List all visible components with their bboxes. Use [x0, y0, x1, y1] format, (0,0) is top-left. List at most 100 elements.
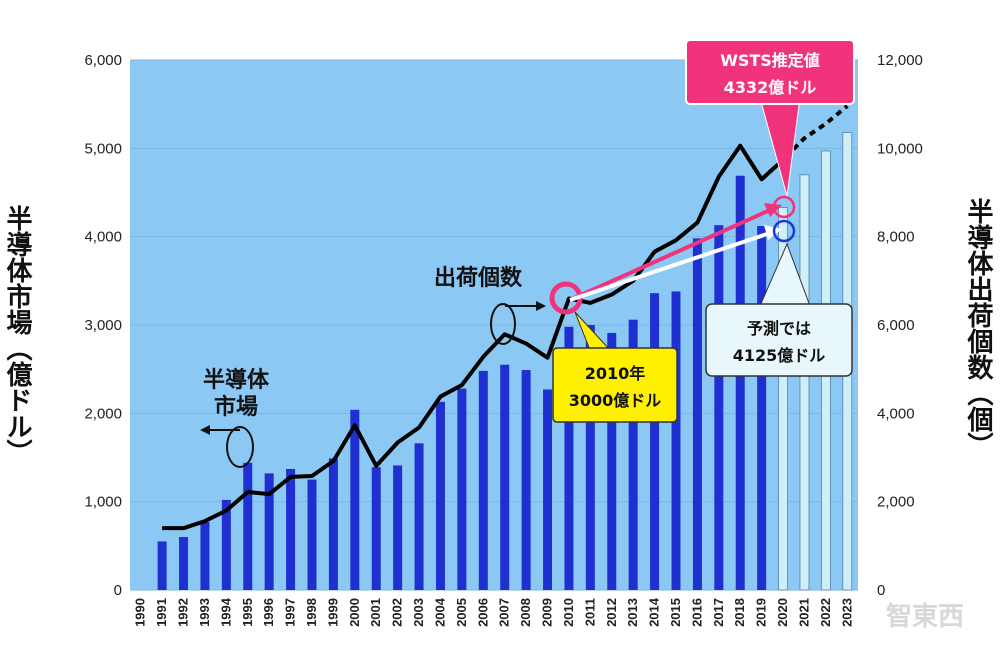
box-2010-line2: 3000億ドル	[569, 391, 662, 410]
bar-2018	[735, 175, 745, 590]
shipments-label-ellipse	[490, 303, 516, 345]
box-wsts	[685, 39, 855, 105]
x-tick-label: 2003	[411, 598, 426, 627]
x-tick-label: 2017	[711, 598, 726, 627]
bar-2003	[414, 443, 424, 590]
shipments-line-forecast	[760, 104, 849, 181]
x-tick-label: 1990	[133, 598, 148, 627]
bar-2016	[692, 238, 702, 590]
left-tick-label: 0	[114, 582, 122, 599]
bar-1994	[221, 499, 231, 590]
shipments-line	[162, 104, 849, 531]
left-tick-label: 2,000	[84, 405, 122, 422]
left-tick-label: 4,000	[84, 229, 122, 246]
shipments-label-arrowhead	[536, 301, 546, 311]
market-label-ellipse	[226, 426, 254, 468]
right-axis-label: 半導体出荷個数（個）	[963, 198, 993, 458]
right-tick-label: 0	[877, 582, 885, 599]
box-forecast-line1: 予測では	[747, 319, 811, 338]
bar-2020	[778, 207, 788, 591]
box-wsts-line1: WSTS推定値	[720, 51, 820, 70]
x-tick-label: 1997	[283, 598, 298, 627]
bar-1995	[243, 462, 253, 590]
watermark: 智東西	[886, 602, 964, 632]
bar-2010	[564, 326, 574, 590]
left-tick-label: 5,000	[84, 140, 122, 157]
shipments-line-solid	[162, 143, 785, 531]
bar-1997	[286, 468, 296, 590]
x-tick-label: 2022	[818, 598, 833, 627]
x-tick-label: 2000	[347, 598, 362, 627]
right-tick-label: 8,000	[877, 229, 915, 246]
x-tick-label: 1991	[154, 598, 169, 627]
bar-2021	[799, 174, 810, 591]
x-tick-label: 2021	[796, 598, 811, 627]
x-tick-label: 2013	[625, 598, 640, 627]
x-tick-label: 2006	[475, 598, 490, 627]
x-tick-label: 2016	[689, 598, 704, 627]
shipments-label: 出荷個数	[434, 265, 523, 291]
x-tick-label: 2019	[754, 598, 769, 627]
right-tick-label: 2,000	[877, 494, 915, 511]
bar-2008	[521, 370, 531, 590]
x-tick-label: 1999	[325, 598, 340, 627]
right-tick-label: 10,000	[877, 140, 923, 157]
bar-2017	[714, 225, 724, 590]
x-tick-label: 2004	[432, 597, 447, 627]
x-tick-label: 1998	[304, 598, 319, 627]
x-tick-label: 1996	[261, 598, 276, 627]
box-forecast-line2: 4125億ドル	[733, 346, 826, 365]
circle-wsts	[772, 195, 796, 219]
bar-2000	[350, 409, 360, 590]
pink-arrow	[569, 208, 771, 302]
left-tick-label: 3,000	[84, 317, 122, 334]
bar-2013	[628, 319, 638, 590]
bar-1999	[328, 458, 338, 590]
x-tick-label: 1995	[240, 598, 255, 627]
right-tick-label: 6,000	[877, 317, 915, 334]
x-tick-label: 2020	[775, 598, 790, 627]
x-tick-label: 2015	[668, 598, 683, 627]
bar-1991	[157, 541, 167, 590]
x-tick-label: 2023	[839, 598, 854, 627]
bar-2009	[543, 389, 553, 590]
x-tick-label: 2011	[582, 598, 597, 626]
bar-1998	[307, 479, 317, 590]
bar-2005	[457, 388, 467, 590]
bar-2002	[393, 465, 403, 590]
x-tick-label: 2009	[540, 598, 555, 627]
box-wsts-line2: 4332億ドル	[724, 78, 817, 97]
right-tick-label: 4,000	[877, 405, 915, 422]
bar-2006	[478, 370, 488, 590]
x-tick-label: 2018	[732, 598, 747, 627]
x-tick-label: 2012	[604, 598, 619, 627]
left-tick-label: 6,000	[84, 52, 122, 69]
x-tick-label: 2010	[561, 598, 576, 627]
bar-1993	[200, 521, 210, 590]
x-tick-label: 1994	[218, 597, 233, 627]
box-2010-line1: 2010年	[585, 364, 646, 383]
x-tick-label: 2008	[518, 598, 533, 627]
bar-2011	[585, 325, 595, 590]
box-forecast	[705, 303, 853, 377]
left-axis-ticks: 0 1,000 2,000 3,000 4,000 5,000 6,000	[84, 52, 122, 599]
bar-2007	[500, 364, 510, 590]
bar-1992	[179, 537, 189, 590]
x-tick-label: 2002	[390, 598, 405, 627]
white-arrow	[569, 231, 771, 302]
bar-2001	[371, 467, 381, 590]
annotations: 半導体 市場 出荷個数 2010年 3000億ドル WSTS推定値 4332億ド…	[200, 39, 855, 468]
left-axis-label: 半導体市場（億ドル）	[2, 205, 32, 465]
x-tick-label: 2001	[368, 598, 383, 627]
x-tick-label: 2007	[497, 598, 512, 627]
left-tick-label: 1,000	[84, 494, 122, 511]
bar-2012	[607, 332, 617, 590]
market-label-line2: 市場	[214, 394, 258, 420]
bar-2004	[435, 401, 445, 590]
pink-arrowhead	[764, 203, 782, 217]
x-tick-label: 1993	[197, 598, 212, 627]
circle-forecast	[772, 219, 796, 243]
x-tick-label: 2014	[647, 597, 662, 627]
market-label-arrowhead	[200, 425, 210, 435]
